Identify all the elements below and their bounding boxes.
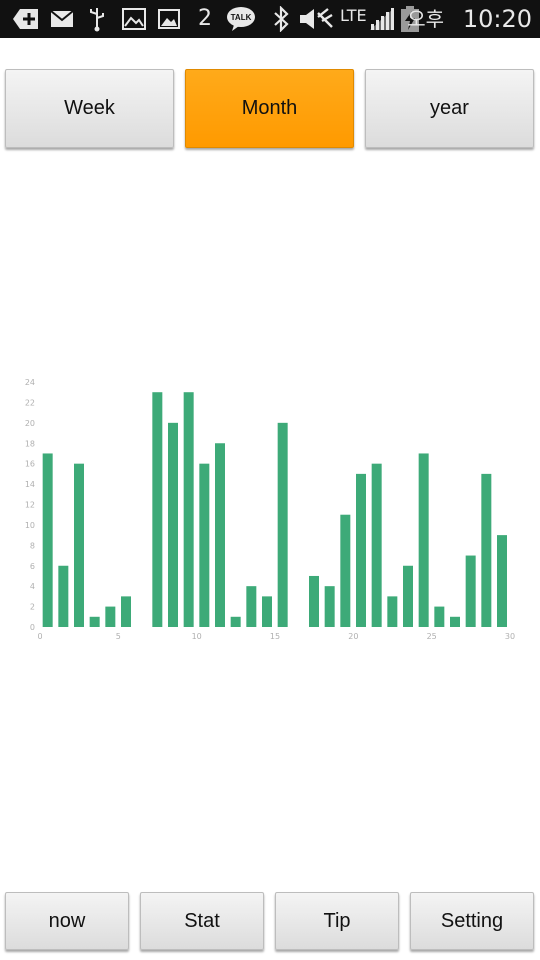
bar-day-12 [215,443,225,627]
bar-day-24 [403,565,413,627]
bar-day-22 [371,463,382,627]
kakaotalk-icon: TALK [226,6,256,32]
y-tick-label: 16 [25,460,35,469]
battery-charging-icon [400,6,420,32]
bar-day-1 [42,453,53,627]
bar-series [42,392,507,627]
bar-day-16 [277,422,288,627]
bar-day-13 [230,616,241,627]
bar-day-11 [199,463,210,627]
y-tick-label: 10 [25,521,35,530]
bar-day-6 [121,596,131,627]
y-tick-label: 20 [25,419,35,428]
x-tick-label: 0 [37,632,42,641]
bar-day-15 [262,596,272,627]
bar-day-29 [481,473,492,627]
x-axis-ticks: 0 5 10 15 20 25 30 [37,632,515,641]
gallery-icon [122,6,146,32]
bar-day-14 [246,586,257,627]
x-tick-label: 30 [505,632,515,641]
y-tick-label: 24 [25,378,35,387]
bar-day-26 [434,606,445,627]
x-tick-label: 25 [427,632,437,641]
network-type: LTE [340,6,367,25]
setting-button[interactable]: Setting [410,892,534,950]
bar-day-4 [89,616,100,627]
signal-icon [368,6,396,32]
mail-icon [50,6,74,32]
y-tick-label: 12 [25,501,35,510]
bar-day-18 [309,575,319,627]
now-button[interactable]: now [5,892,129,950]
y-tick-label: 18 [25,439,35,448]
x-tick-label: 5 [116,632,121,641]
bar-day-27 [450,616,460,627]
bar-day-10 [183,392,194,627]
bluetooth-icon [272,6,290,32]
bar-day-23 [387,596,398,627]
x-tick-label: 15 [270,632,280,641]
bar-day-9 [168,422,178,627]
notification-count: 2 [198,6,212,31]
y-tick-label: 0 [30,623,35,632]
add-icon [12,6,40,32]
bar-day-3 [74,463,84,627]
usb-icon [88,6,106,32]
bar-day-25 [418,453,429,627]
tip-button[interactable]: Tip [275,892,399,950]
y-tick-label: 2 [30,603,35,612]
stat-button[interactable]: Stat [140,892,264,950]
x-tick-label: 20 [348,632,358,641]
y-tick-label: 6 [30,562,35,571]
month-button[interactable]: Month [185,69,354,148]
bar-day-2 [58,565,69,627]
x-tick-label: 10 [192,632,202,641]
mute-icon [298,6,336,32]
clock: 10:20 [462,5,532,33]
bar-day-30 [497,535,507,627]
y-tick-label: 4 [30,582,35,591]
bar-day-20 [340,514,351,627]
y-tick-label: 14 [25,480,35,489]
bar-day-5 [105,606,116,627]
bar-day-21 [356,473,366,627]
bar-day-28 [465,555,476,627]
week-button[interactable]: Week [5,69,174,148]
kakaotalk-label: TALK [231,13,252,22]
image-icon [158,6,180,32]
bar-day-8 [152,392,163,627]
y-tick-label: 8 [30,541,35,550]
y-tick-label: 22 [25,398,35,407]
bar-day-19 [324,586,335,627]
ampm-label: 오후 [407,7,444,31]
year-button[interactable]: year [365,69,534,148]
status-bar: 2 TALK LTE 오후 10:20 [0,0,540,38]
